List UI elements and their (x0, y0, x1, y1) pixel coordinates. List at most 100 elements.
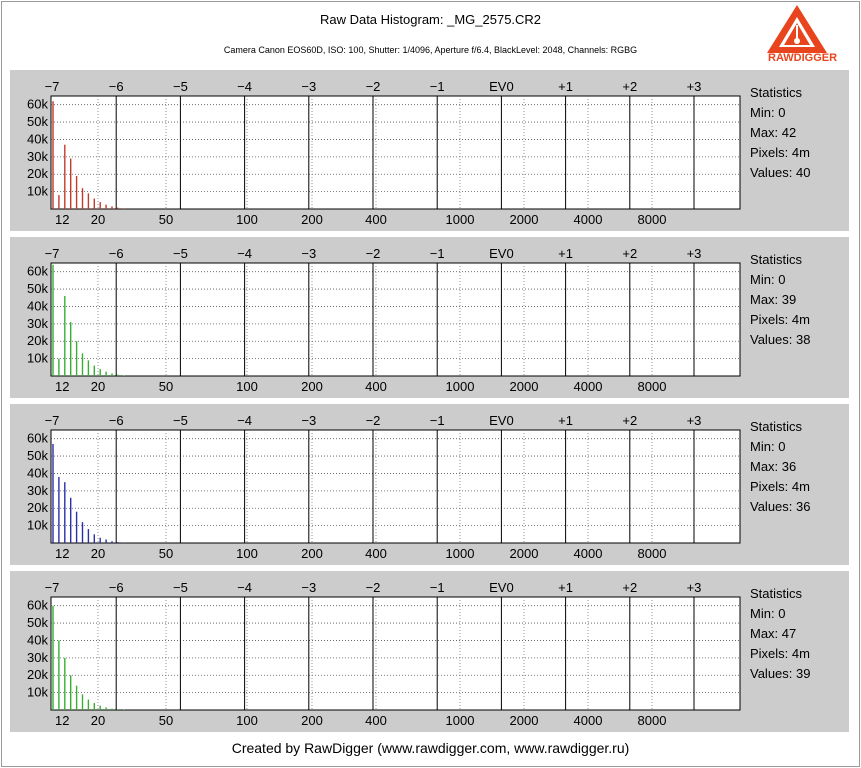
y-tick-label: 10k (27, 351, 48, 366)
stats-block-g2: Statistics Min: 0 Max: 47 Pixels: 4m Val… (750, 584, 811, 684)
stats-pixels: Pixels: 4m (750, 479, 810, 494)
value-tick-label: 1000 (446, 212, 475, 227)
y-tick-label: 60k (27, 431, 48, 446)
value-tick-label: 20 (91, 212, 105, 227)
y-tick-label: 30k (27, 483, 48, 498)
ev-tick-label: −3 (301, 79, 316, 94)
stats-values-value: 39 (796, 666, 811, 681)
ev-tick-label: +1 (558, 580, 573, 595)
value-tick-label: 200 (301, 546, 323, 561)
y-tick-label: 30k (27, 650, 48, 665)
y-tick-label: 50k (27, 615, 48, 630)
value-tick-label: 50 (159, 379, 173, 394)
stats-min-value: 0 (778, 105, 786, 120)
ev-tick-label: −4 (237, 246, 252, 261)
ev-tick-label: −1 (430, 580, 445, 595)
value-tick-label: 200 (301, 212, 323, 227)
ev-tick-label: −4 (237, 79, 252, 94)
ev-tick-label: EV0 (489, 580, 514, 595)
stats-max: Max: 39 (750, 292, 797, 307)
y-tick-label: 60k (27, 264, 48, 279)
value-tick-label: 50 (159, 212, 173, 227)
ev-tick-label: −6 (109, 79, 124, 94)
y-tick-label: 40k (27, 298, 48, 313)
value-tick-label: 8000 (638, 546, 667, 561)
ev-tick-label: −7 (45, 413, 60, 428)
stats-min-value: 0 (778, 606, 786, 621)
stats-values-value: 38 (796, 332, 811, 347)
ev-tick-label: −5 (173, 413, 188, 428)
ev-tick-label: +2 (622, 580, 637, 595)
value-tick-label: 4000 (574, 546, 603, 561)
stats-pixels-value: 4m (791, 646, 810, 661)
stats-max: Max: 36 (750, 459, 797, 474)
y-tick-label: 40k (27, 131, 48, 146)
stats-min: Min: 0 (750, 439, 786, 454)
value-tick-label: 2000 (510, 546, 539, 561)
ev-tick-label: −6 (109, 246, 124, 261)
ev-tick-label: −3 (301, 580, 316, 595)
y-tick-label: 40k (27, 632, 48, 647)
stats-block-g: Statistics Min: 0 Max: 39 Pixels: 4m Val… (750, 250, 811, 350)
histogram-panel-b: 10k 20k 30k 40k 50k 60k −7 −6 −5 −4 −3 −2 −1 EV0 +1 +2 +… (10, 404, 849, 565)
value-tick-label: 100 (236, 379, 258, 394)
ev-tick-label: −2 (366, 413, 381, 428)
ev-tick-label: +2 (622, 246, 637, 261)
histogram-plot-r: 10k 20k 30k 40k 50k 60k −7 −6 −5 −4 −3 −2 −1 EV0 +1 +2 +… (27, 79, 741, 227)
logo-text: RAWDIGGER (768, 52, 838, 64)
footer-credit: Created by RawDigger (www.rawdigger.com,… (231, 740, 630, 756)
stats-min: Min: 0 (750, 272, 786, 287)
value-tick-label: 12 (55, 713, 69, 728)
value-tick-label: 400 (365, 379, 387, 394)
plot-area (50, 429, 741, 544)
ev-tick-label: +2 (622, 79, 637, 94)
stats-values: Values: 38 (750, 332, 811, 347)
stats-max: Max: 47 (750, 626, 797, 641)
stats-block-r: Statistics Min: 0 Max: 42 Pixels: 4m Val… (750, 83, 811, 183)
stats-values: Values: 40 (750, 165, 811, 180)
value-tick-label: 50 (159, 546, 173, 561)
ev-tick-label: +3 (687, 413, 702, 428)
y-tick-label: 60k (27, 97, 48, 112)
ev-tick-label: −6 (109, 413, 124, 428)
camera-info: Camera Canon EOS60D, ISO: 100, Shutter: … (223, 45, 638, 55)
ev-tick-label: −1 (430, 413, 445, 428)
histogram-panel-g: 10k 20k 30k 40k 50k 60k −7 −6 −5 −4 −3 −2 −1 EV0 +1 +2 +… (10, 237, 849, 398)
value-tick-label: 4000 (574, 212, 603, 227)
value-tick-label: 2000 (510, 713, 539, 728)
y-tick-label: 20k (27, 500, 48, 515)
stats-min: Min: 0 (750, 606, 786, 621)
value-tick-label: 12 (55, 212, 69, 227)
y-tick-label: 30k (27, 316, 48, 331)
value-tick-label: 100 (236, 212, 258, 227)
stats-pixels-value: 4m (791, 312, 810, 327)
ev-tick-label: −4 (237, 413, 252, 428)
y-tick-label: 50k (27, 281, 48, 296)
ev-tick-label: −2 (366, 79, 381, 94)
y-tick-label: 20k (27, 667, 48, 682)
stats-title: Statistics (750, 85, 803, 100)
plot-area (50, 262, 741, 377)
value-tick-label: 12 (55, 546, 69, 561)
ev-tick-label: EV0 (489, 79, 514, 94)
y-tick-label: 50k (27, 448, 48, 463)
plot-area (50, 95, 741, 210)
ev-tick-label: −3 (301, 413, 316, 428)
y-tick-label: 30k (27, 149, 48, 164)
value-tick-label: 8000 (638, 379, 667, 394)
value-tick-label: 1000 (446, 379, 475, 394)
value-tick-label: 100 (236, 713, 258, 728)
value-tick-label: 200 (301, 379, 323, 394)
stats-title: Statistics (750, 419, 803, 434)
stats-max-value: 36 (781, 459, 797, 474)
ev-tick-label: +1 (558, 413, 573, 428)
stats-pixels-value: 4m (791, 479, 810, 494)
stats-min-value: 0 (778, 272, 786, 287)
value-tick-label: 8000 (638, 713, 667, 728)
stats-title: Statistics (750, 252, 803, 267)
ev-tick-label: −3 (301, 246, 316, 261)
stats-values-value: 36 (796, 499, 811, 514)
stats-min: Min: 0 (750, 105, 786, 120)
ev-tick-label: −1 (430, 79, 445, 94)
